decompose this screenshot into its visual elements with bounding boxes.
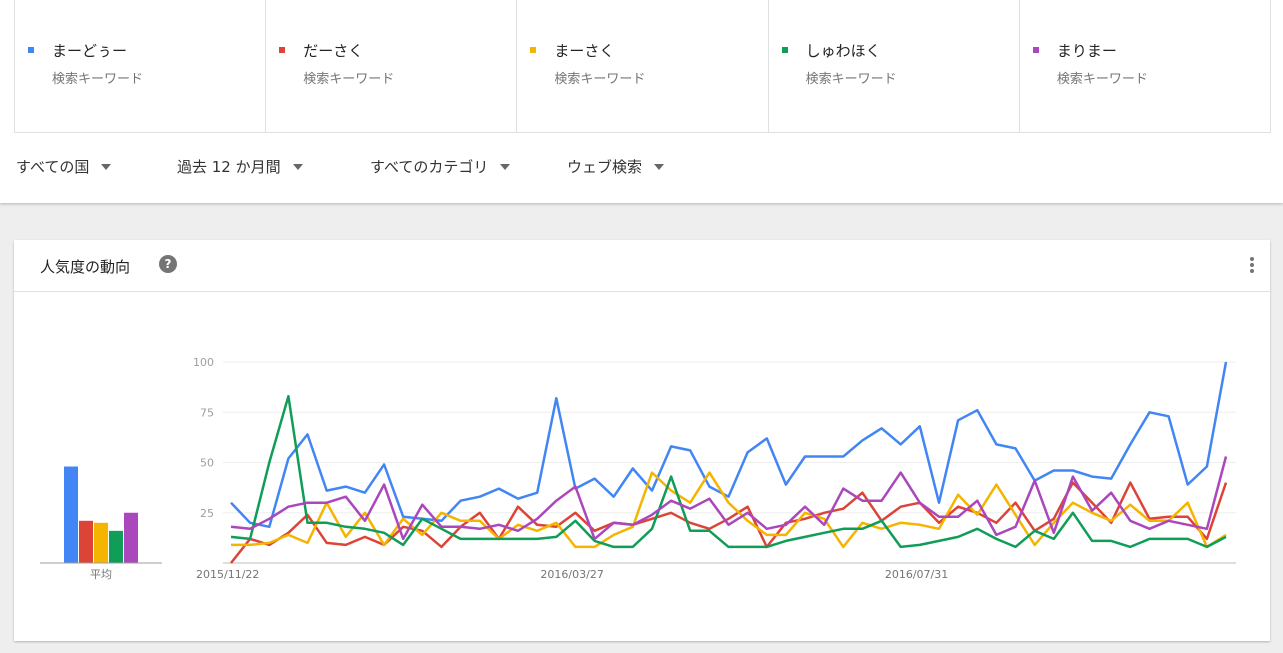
search-terms-row: まーどぅー 検索キーワード だーさく 検索キーワード まーさく 検索キーワード … xyxy=(14,0,1271,133)
card-header: 人気度の動向 ? xyxy=(14,240,1270,292)
average-label: 平均 xyxy=(90,568,112,581)
y-tick-label: 100 xyxy=(193,356,214,369)
dropdown-caret-icon xyxy=(500,163,511,170)
term-name: まーさく xyxy=(554,42,615,60)
card-title: 人気度の動向 xyxy=(40,258,131,276)
dropdown-caret-icon xyxy=(292,163,303,170)
dropdown-caret-icon xyxy=(654,163,665,170)
term-subtitle: 検索キーワード xyxy=(303,72,395,87)
term-color-marker xyxy=(781,47,788,53)
term-name: まーどぅー xyxy=(52,42,128,60)
question-circle-icon[interactable]: ? xyxy=(159,255,177,273)
x-tick-label: 2016/03/27 xyxy=(540,568,603,581)
period-dropdown[interactable]: 過去 12 か月間 xyxy=(177,156,303,177)
header-panel: まーどぅー 検索キーワード だーさく 検索キーワード まーさく 検索キーワード … xyxy=(0,0,1283,203)
series-line xyxy=(230,361,1228,529)
term-name: しゅわほく xyxy=(805,42,881,60)
term-subtitle: 検索キーワード xyxy=(805,72,897,87)
average-bar xyxy=(64,466,78,563)
average-bar xyxy=(79,520,93,563)
dropdown-caret-icon xyxy=(101,163,112,170)
period-label: 過去 12 か月間 xyxy=(177,158,281,176)
x-tick-label: 2015/11/22 xyxy=(196,568,259,581)
series-line xyxy=(230,481,1228,564)
term-subtitle: 検索キーワード xyxy=(1056,72,1148,87)
average-bar xyxy=(109,530,123,563)
region-dropdown[interactable]: すべての国 xyxy=(16,156,112,177)
category-dropdown[interactable]: すべてのカテゴリ xyxy=(370,156,511,177)
term-name: だーさく xyxy=(303,42,364,60)
y-tick-label: 75 xyxy=(200,406,214,419)
interest-over-time-card: 人気度の動向 ? 100 75 50 25 2015/11/22 2016/03/27 20… xyxy=(14,240,1270,641)
average-bar xyxy=(94,522,108,563)
average-bar xyxy=(124,512,138,563)
more-vert-icon[interactable] xyxy=(1244,254,1260,276)
term-3[interactable]: まーさく 検索キーワード xyxy=(516,0,767,132)
term-2[interactable]: だーさく 検索キーワード xyxy=(265,0,516,132)
series-line xyxy=(230,456,1228,541)
search-type-dropdown[interactable]: ウェブ検索 xyxy=(567,156,665,177)
term-color-marker xyxy=(279,47,286,53)
series-line xyxy=(230,394,1227,549)
term-color-marker xyxy=(530,47,537,53)
term-color-marker xyxy=(1032,47,1039,53)
y-tick-label: 25 xyxy=(200,507,214,520)
search-type-label: ウェブ検索 xyxy=(567,158,643,176)
term-color-marker xyxy=(28,47,34,53)
term-1[interactable]: まーどぅー 検索キーワード xyxy=(15,0,265,132)
term-subtitle: 検索キーワード xyxy=(554,72,646,87)
y-tick-label: 50 xyxy=(200,457,214,470)
category-label: すべてのカテゴリ xyxy=(370,158,489,176)
term-subtitle: 検索キーワード xyxy=(52,72,144,87)
filter-bar: すべての国 過去 12 か月間 すべてのカテゴリ ウェブ検索 xyxy=(0,132,1283,202)
term-name: まりまー xyxy=(1056,42,1117,60)
trend-chart: 100 75 50 25 2015/11/22 2016/03/27 2016/07/31 平… xyxy=(40,356,1236,581)
region-label: すべての国 xyxy=(16,158,90,176)
term-4[interactable]: しゅわほく 検索キーワード xyxy=(767,0,1019,132)
term-5[interactable]: まりまー 検索キーワード xyxy=(1018,0,1270,132)
x-tick-label: 2016/07/31 xyxy=(885,568,948,581)
